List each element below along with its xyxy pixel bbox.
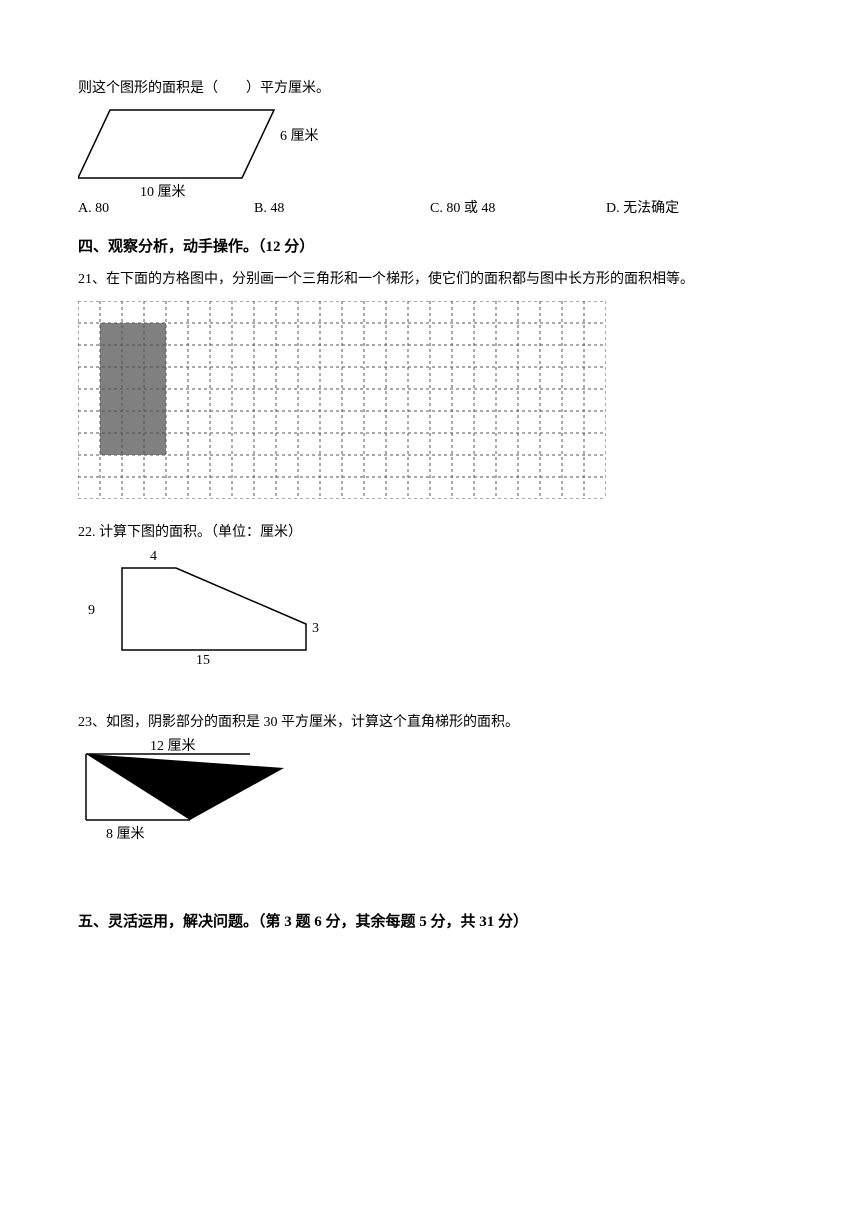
trap-right-label: 3: [312, 618, 319, 640]
question-22: 22. 计算下图的面积。（单位：厘米）: [78, 522, 782, 544]
option-c[interactable]: C. 80 或 48: [430, 198, 606, 220]
grid-figure: [78, 301, 782, 507]
trap-bottom-label: 15: [196, 650, 210, 672]
question-21: 21、在下面的方格图中，分别画一个三角形和一个梯形，使它们的面积都与图中长方形的…: [78, 269, 782, 291]
option-b[interactable]: B. 48: [254, 198, 430, 220]
trap-top-label: 4: [150, 546, 157, 568]
trapezoid-svg: [118, 564, 318, 656]
trap-left-label: 9: [88, 600, 95, 622]
section-4-title: 四、观察分析，动手操作。（12 分）: [78, 235, 782, 259]
parallelogram-figure: 6 厘米 10 厘米: [78, 106, 338, 196]
shaded-bottom-label: 8 厘米: [106, 824, 145, 846]
question-stem: 则这个图形的面积是（ ）平方厘米。: [78, 78, 782, 100]
trapezoid-figure: 4 9 3 15: [78, 552, 338, 672]
shaded-trapezoid-figure: 12 厘米 8 厘米: [78, 740, 318, 850]
grid-svg: [78, 301, 606, 499]
option-d[interactable]: D. 无法确定: [606, 198, 782, 220]
question-23: 23、如图，阴影部分的面积是 30 平方厘米，计算这个直角梯形的面积。: [78, 712, 782, 734]
parallelogram-svg: [78, 106, 278, 184]
parallelogram-side-label: 6 厘米: [280, 126, 319, 148]
parallelogram-base-label: 10 厘米: [140, 182, 186, 204]
shaded-top-label: 12 厘米: [150, 736, 196, 758]
section-5-title: 五、灵活运用，解决问题。（第 3 题 6 分，其余每题 5 分，共 31 分）: [78, 910, 782, 934]
